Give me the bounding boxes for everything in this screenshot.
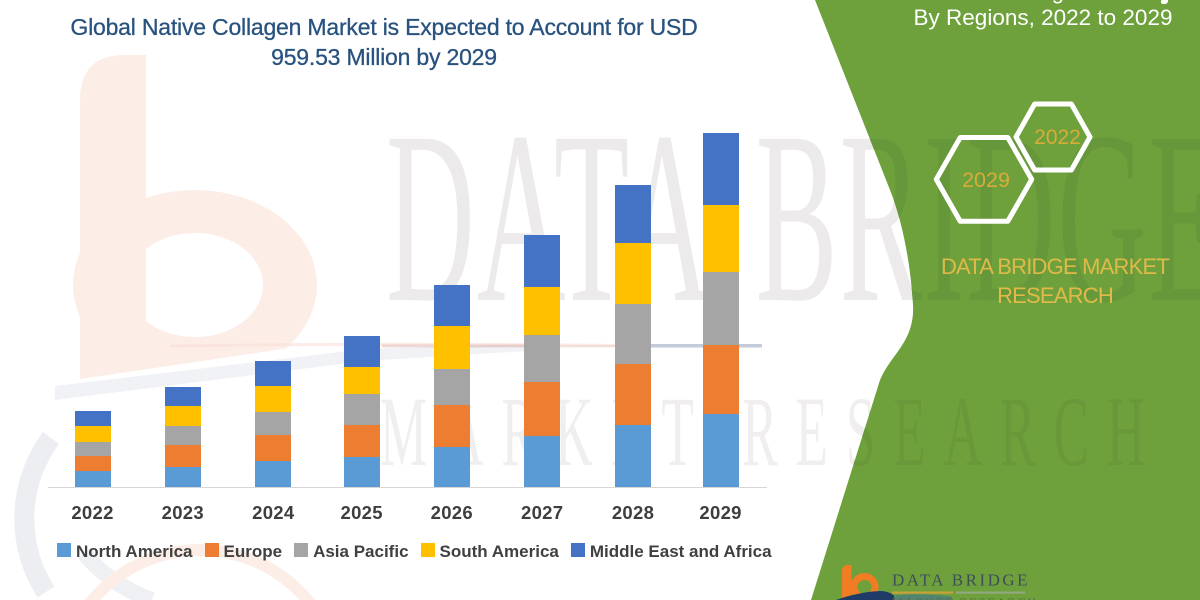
svg-text:MARKET RESEARCH: MARKET RESEARCH: [380, 378, 1163, 488]
svg-text:DATA BRIDGE: DATA BRIDGE: [386, 82, 1200, 354]
svg-text:2029: 2029: [962, 168, 1010, 192]
svg-text:DATA BRIDGE: DATA BRIDGE: [892, 571, 1030, 590]
svg-text:2022: 2022: [1034, 126, 1081, 149]
svg-text:MARKET RESEARCH: MARKET RESEARCH: [892, 595, 1038, 600]
